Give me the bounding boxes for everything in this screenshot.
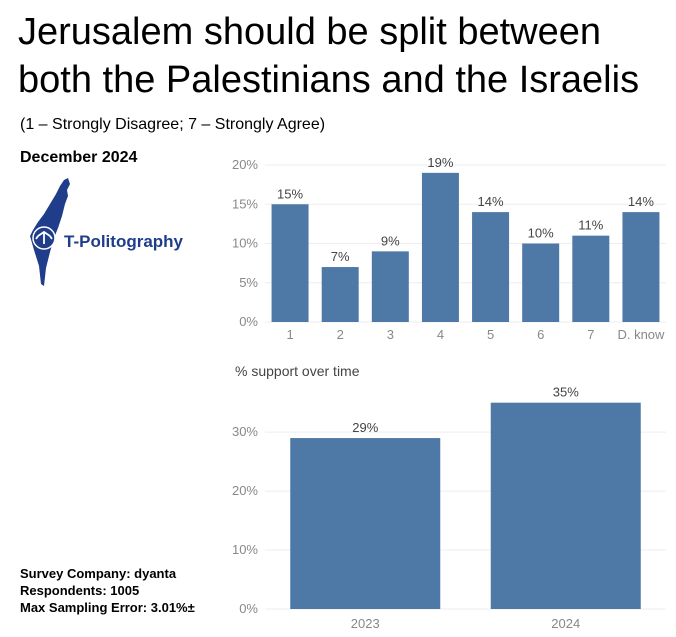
dist-x-tick-label: 2 bbox=[337, 327, 344, 342]
trend-y-tick-label: 30% bbox=[232, 424, 258, 439]
dist-data-label: 14% bbox=[628, 194, 654, 209]
dist-data-label: 11% bbox=[578, 218, 603, 233]
dist-data-label: 10% bbox=[528, 226, 554, 241]
dist-x-tick-label: 5 bbox=[487, 327, 494, 342]
title-line-1: Jerusalem should be split between bbox=[18, 11, 602, 53]
trend-y-tick-label: 10% bbox=[232, 542, 258, 557]
survey-company: Survey Company: dyanta bbox=[20, 566, 177, 581]
dist-bar bbox=[421, 172, 459, 322]
dist-bar bbox=[371, 251, 409, 322]
page-title: Jerusalem should be split between both t… bbox=[18, 8, 668, 104]
dist-data-label: 19% bbox=[427, 155, 453, 170]
trend-y-tick-label: 20% bbox=[232, 483, 258, 498]
dist-bar bbox=[472, 212, 510, 322]
scale-subtitle: (1 – Strongly Disagree; 7 – Strongly Agr… bbox=[20, 116, 326, 133]
dist-data-label: 14% bbox=[478, 194, 504, 209]
trend-chart-title: % support over time bbox=[235, 363, 360, 379]
trend-data-label: 29% bbox=[352, 420, 378, 435]
survey-date: December 2024 bbox=[20, 149, 138, 166]
dist-bar bbox=[321, 267, 359, 322]
dist-data-label: 7% bbox=[331, 249, 350, 264]
trend-y-tick-label: 0% bbox=[239, 601, 258, 616]
dist-x-tick-label: 7 bbox=[587, 327, 594, 342]
dist-x-tick-label: 3 bbox=[387, 327, 394, 342]
dist-x-tick-label: 1 bbox=[286, 327, 293, 342]
dist-bar bbox=[522, 243, 560, 322]
dist-y-tick-label: 20% bbox=[232, 157, 258, 172]
trend-x-tick-label: 2024 bbox=[551, 616, 580, 631]
israel-map-icon bbox=[30, 178, 70, 286]
dist-x-tick-label: D. know bbox=[617, 327, 665, 342]
dist-bar bbox=[622, 212, 660, 322]
survey-footer: Survey Company: dyanta Respondents: 1005… bbox=[20, 565, 195, 616]
dist-y-tick-label: 0% bbox=[239, 314, 258, 329]
trend-bar bbox=[290, 438, 441, 609]
dist-data-label: 9% bbox=[381, 233, 400, 248]
dist-bar bbox=[572, 235, 610, 322]
survey-respondents: Respondents: 1005 bbox=[20, 583, 140, 598]
dist-bar bbox=[271, 204, 309, 322]
dist-y-tick-label: 15% bbox=[232, 196, 258, 211]
dist-y-tick-label: 5% bbox=[239, 275, 258, 290]
logo-text: T-Politography bbox=[64, 232, 183, 251]
dist-x-tick-label: 4 bbox=[437, 327, 444, 342]
trend-x-tick-label: 2023 bbox=[351, 616, 380, 631]
dist-data-label: 15% bbox=[277, 186, 303, 201]
dist-y-tick-label: 10% bbox=[232, 236, 258, 251]
trend-bar bbox=[490, 402, 641, 609]
trend-data-label: 35% bbox=[553, 385, 579, 400]
title-line-2: both the Palestinians and the Israelis bbox=[18, 59, 640, 101]
sampling-error: Max Sampling Error: 3.01%± bbox=[20, 600, 195, 615]
dist-x-tick-label: 6 bbox=[537, 327, 544, 342]
